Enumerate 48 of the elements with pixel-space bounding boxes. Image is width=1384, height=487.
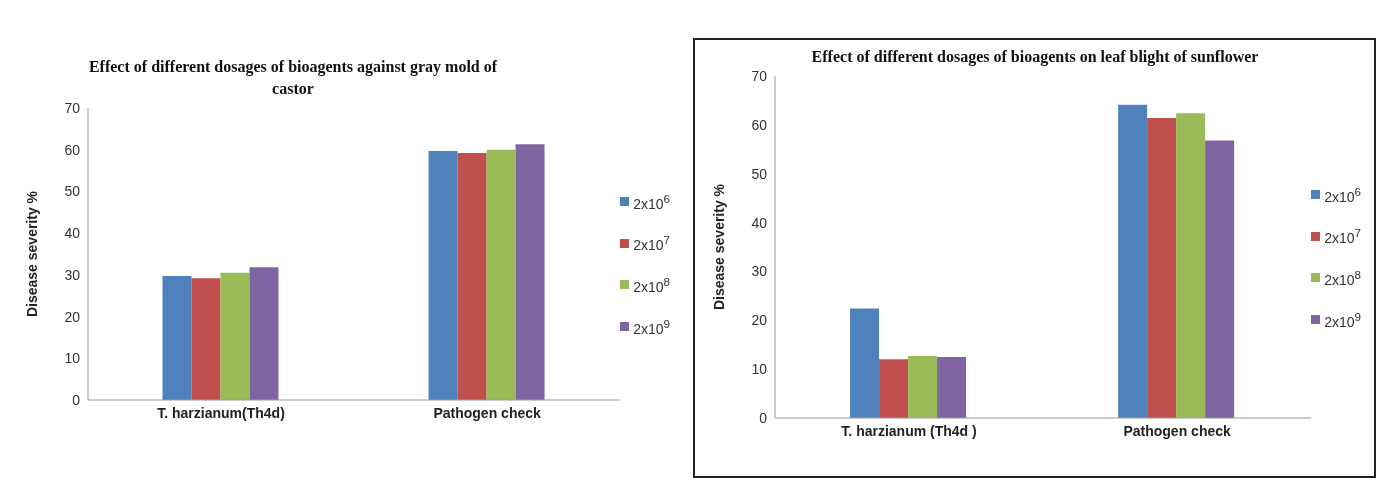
y-tick-label: 20 (751, 312, 768, 329)
bar (1147, 118, 1177, 418)
y-tick-label: 30 (751, 263, 768, 280)
bar (850, 308, 880, 418)
y-tick-label: 10 (751, 361, 768, 378)
legend-label: 2x10$^{7}$ (1324, 226, 1361, 246)
bar (220, 272, 250, 400)
bar (1118, 104, 1148, 418)
bar (428, 150, 458, 400)
bar (1176, 113, 1206, 418)
bar (191, 278, 221, 400)
x-tick-label: T. harzianum (Th4d ) (841, 422, 977, 439)
legend-label: 2x10$^{8}$ (633, 275, 670, 295)
bar (249, 267, 279, 400)
x-tick-label: Pathogen check (433, 404, 542, 421)
legend-label: 2x10$^{6}$ (633, 191, 670, 212)
chart-title: Effect of different dosages of bioagents on leaf blight of sunflower (810, 47, 1260, 68)
y-tick-label: 70 (64, 99, 81, 116)
chart-title: Effect of different dosages of bioagents against gray mold of castor (87, 57, 499, 99)
bar (515, 144, 545, 400)
bar (457, 153, 487, 400)
y-tick-label: 30 (64, 266, 81, 283)
y-axis-title: Disease severity % (23, 190, 40, 318)
y-tick-label: 40 (64, 225, 81, 242)
bar (486, 149, 516, 400)
bar (1205, 140, 1235, 418)
legend-label: 2x10$^{6}$ (1324, 184, 1361, 205)
x-tick-label: Pathogen check (1123, 422, 1232, 439)
y-tick-label: 20 (64, 308, 81, 325)
bar (879, 359, 909, 418)
y-tick-label: 70 (751, 67, 768, 84)
y-tick-label: 40 (751, 214, 768, 231)
bar (908, 355, 938, 418)
bar (162, 276, 192, 400)
y-tick-label: 50 (751, 165, 768, 182)
legend-label: 2x10$^{9}$ (633, 316, 670, 337)
y-tick-label: 60 (751, 116, 768, 133)
y-tick-label: 60 (64, 141, 81, 158)
y-tick-label: 50 (64, 183, 81, 200)
y-axis-title: Disease severity % (710, 183, 727, 311)
y-tick-label: 10 (64, 350, 81, 367)
x-tick-label: T. harzianum(Th4d) (157, 404, 285, 421)
legend-label: 2x10$^{8}$ (1324, 268, 1361, 288)
bar (937, 356, 967, 418)
y-tick-label: 0 (759, 409, 768, 426)
legend-label: 2x10$^{9}$ (1324, 309, 1361, 330)
y-tick-label: 0 (72, 391, 81, 408)
legend-label: 2x10$^{7}$ (633, 233, 670, 253)
